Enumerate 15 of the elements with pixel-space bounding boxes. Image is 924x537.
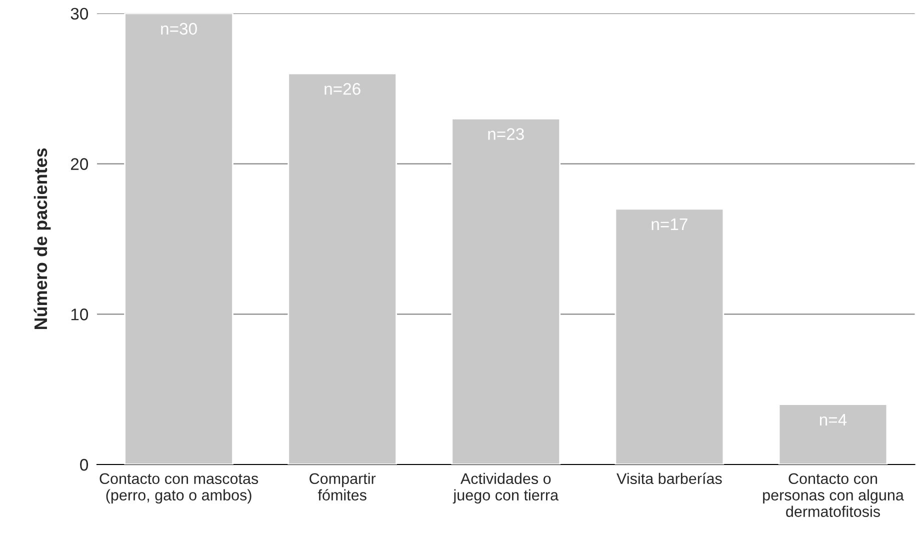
y-tick-label: 20 (70, 158, 88, 170)
x-tick-label: Contacto con mascotas (perro, gato o ambos) (100, 473, 258, 504)
bar (288, 72, 398, 465)
x-tick-label: Visita barberías (616, 472, 722, 484)
y-tick-label: 30 (70, 8, 88, 20)
x-tick-label: Contacto con personas con alguna dermatofitosis (763, 473, 904, 517)
x-tick-label: Compartir fómites (310, 472, 376, 501)
y-tick-label: 0 (80, 458, 88, 471)
y-tick-label: 10 (71, 308, 88, 320)
y-axis-title: Número de pacientes (34, 148, 51, 330)
x-tick-label: Actividades o juego con tierra (452, 472, 559, 504)
bar (778, 404, 888, 465)
bar (614, 208, 724, 465)
bar (124, 13, 234, 465)
bar (451, 118, 561, 465)
